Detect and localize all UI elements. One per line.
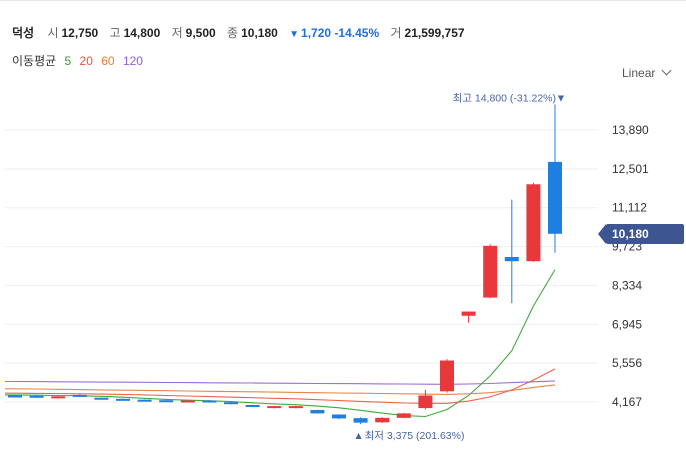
candle-body [310,410,325,414]
max-price-annotation: 최고 14,800 (-31.22%) [453,93,556,105]
candle-body [504,257,519,262]
candle-body [332,414,346,419]
ma-legend-120: 120 [122,54,143,68]
candle-body [29,395,44,398]
ma-line-20 [5,368,556,404]
candle-body [8,395,22,398]
current-price-label: 10,180 [612,226,649,241]
candle-body [202,400,217,403]
candle-body [396,413,411,418]
price-tag-pointer [598,223,606,244]
close-value: 10,180 [241,26,278,40]
candle-body [159,400,174,403]
min-price-annotation: 최저 3,375 (201.63%) [365,430,465,442]
candle-body [375,417,390,423]
ma-line-5 [5,269,556,418]
close-label: 종 [227,26,239,40]
candle-body [267,406,282,409]
candle-body [72,394,87,397]
low-label: 저 [171,26,183,40]
ma-legend-5: 5 [64,54,72,68]
y-tick-label: 13,890 [612,123,649,137]
stock-name: 덕성 [12,26,35,40]
change-value: 1,720 [301,26,332,40]
price-tag-background [606,223,684,244]
volume-value: 21,599,757 [404,26,465,40]
low-value: 9,500 [185,26,216,40]
candle-body [548,161,562,234]
current-price-tag: 10,180 [598,223,684,244]
y-tick-label: 11,112 [612,201,647,215]
candle-body [526,184,541,262]
y-tick-label: 8,334 [612,278,642,292]
open-label: 시 [47,26,59,40]
candle-body [440,360,454,392]
candle-body [353,418,368,423]
candle-body [180,400,195,403]
scale-mode-dropdown[interactable]: Linear [622,65,672,80]
ma-legend-label: 이동평균 [12,54,57,68]
down-triangle-icon: ▼ [289,29,300,40]
top-divider [0,0,686,7]
candle-body [224,402,238,405]
high-value: 14,800 [123,26,161,40]
candle-body [245,404,260,407]
candle-body [461,311,476,316]
ma-line-120 [5,380,556,385]
price-summary: 덕성 시 12,750 고 14,800 저 9,500 종 10,180 ▼ 1,720… [12,24,473,41]
candle-body [288,406,303,409]
down-triangle-icon: ▼ [556,93,566,105]
scale-mode-label: Linear [622,66,656,80]
ma-legend-60: 60 [101,54,115,68]
candle-body [51,396,66,399]
ma-line-60 [5,384,556,395]
moving-average-legend: 이동평균 5 20 60 120 [12,52,148,69]
high-label: 고 [109,26,121,40]
candle-body [483,245,498,298]
y-tick-label: 4,167 [612,395,642,409]
y-tick-label: 12,501 [612,162,649,176]
candle-body [137,399,152,402]
volume-label: 거 [390,26,402,40]
open-value: 12,750 [61,26,99,40]
candle-body [116,398,130,401]
y-tick-label: 6,945 [612,317,642,331]
candle-body [94,397,109,400]
candle-body [418,395,433,409]
ma-legend-20: 20 [79,54,93,68]
change-percent: -14.45% [334,26,380,40]
up-triangle-icon: ▲ [353,430,363,442]
y-tick-label: 5,556 [612,356,642,370]
